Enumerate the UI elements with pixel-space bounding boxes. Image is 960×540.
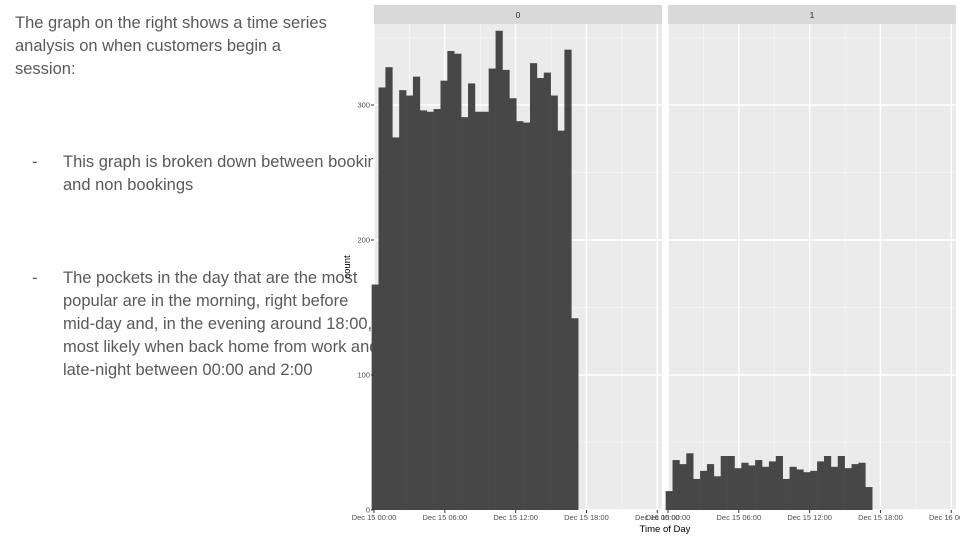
histogram-bar [543,72,551,510]
y-tick-label: 200 [357,236,370,245]
bullet-text: The pockets in the day that are the most… [63,269,379,379]
histogram-bar [858,462,866,510]
histogram-bar [817,461,825,510]
facet-strip [668,5,956,24]
facet-label: 0 [516,11,521,20]
histogram-bar [803,472,811,510]
bullet-text: This graph is broken down between bookin… [63,153,386,194]
facet-label: 1 [810,11,815,20]
x-axis-title: Time of Day [640,524,691,535]
histogram-bar [399,90,407,511]
histogram-bar [789,466,797,510]
histogram-bar [686,453,694,510]
histogram-bar [509,98,517,510]
histogram-bar [481,111,489,510]
histogram-bar [665,491,673,510]
y-axis-title: count [342,255,353,279]
histogram-bar [796,469,804,510]
histogram-bar [672,460,680,510]
histogram-bar [775,456,783,510]
histogram-bar [748,465,756,510]
y-tick-label: 300 [357,101,370,110]
histogram-bar [385,67,393,510]
histogram-bar [550,95,558,511]
histogram-bar [768,461,777,510]
histogram-bar [782,478,790,510]
histogram-bar [392,137,400,510]
y-tick-label: 100 [357,371,370,380]
histogram-bar [412,76,421,511]
histogram-bar [454,53,462,510]
histogram-bar [406,95,414,511]
histogram-bar [851,464,859,510]
histogram-bar [706,464,715,510]
histogram-bar [461,117,469,511]
histogram-bar [516,121,524,510]
bullet-item-1: - This graph is broken down between book… [15,151,393,197]
x-tick-label: Dec 15 12:00 [787,513,832,522]
histogram-bar [502,69,510,511]
histogram-bar [693,478,701,510]
histogram-bar [495,30,503,510]
histogram-bar [830,466,839,510]
facet-strip [374,5,662,24]
x-tick-label: Dec 16 00:00 [635,513,680,522]
histogram-bar [762,466,770,510]
x-tick-label: Dec 15 00:00 [646,513,691,522]
histogram-bar [564,49,572,511]
x-tick-label: Dec 15 12:00 [493,513,538,522]
histogram-bar [823,456,832,510]
histogram-bar [371,284,379,510]
histogram-bar [557,130,565,510]
histogram-bar [755,460,763,510]
histogram-bar [523,122,531,511]
histogram-bar [447,51,455,510]
histogram-bar [433,109,441,511]
text-panel: The graph on the right shows a time seri… [15,12,386,379]
histogram-bar [844,468,852,510]
histogram-bar [536,78,545,510]
bullet-marker: - [32,269,38,287]
y-tick-label: 0 [366,506,370,515]
x-tick-label: Dec 15 06:00 [717,513,762,522]
histogram-bar [440,80,448,510]
histogram-bar [488,68,496,511]
x-tick-label: Dec 15 18:00 [858,513,903,522]
histogram-bar [571,318,579,510]
histogram-bar [713,476,722,510]
intro-text: The graph on the right shows a time seri… [15,14,327,78]
histogram-bar [741,462,749,510]
histogram-bar [720,456,728,510]
histogram-bar [837,456,845,510]
histogram-bar [810,470,818,510]
bullet-item-2: - The pockets in the day that are the mo… [15,267,383,382]
plot-panel [668,24,956,510]
histogram-bar [426,111,434,510]
x-tick-label: Dec 15 06:00 [423,513,468,522]
bullet-marker: - [32,153,38,171]
x-tick-label: Dec 15 18:00 [564,513,609,522]
histogram-bar [727,456,735,510]
histogram-bar [865,487,873,510]
histogram-bar [468,83,476,511]
histogram-bar [529,63,538,511]
x-tick-label: Dec 16 00:00 [929,513,960,522]
histogram-bar [378,87,386,510]
histogram-bar [734,468,742,510]
histogram-bar [679,464,687,510]
x-tick-label: Dec 15 00:00 [352,513,397,522]
histogram-bar [419,110,428,511]
histogram-bar [474,111,483,510]
histogram-bar [700,470,708,510]
